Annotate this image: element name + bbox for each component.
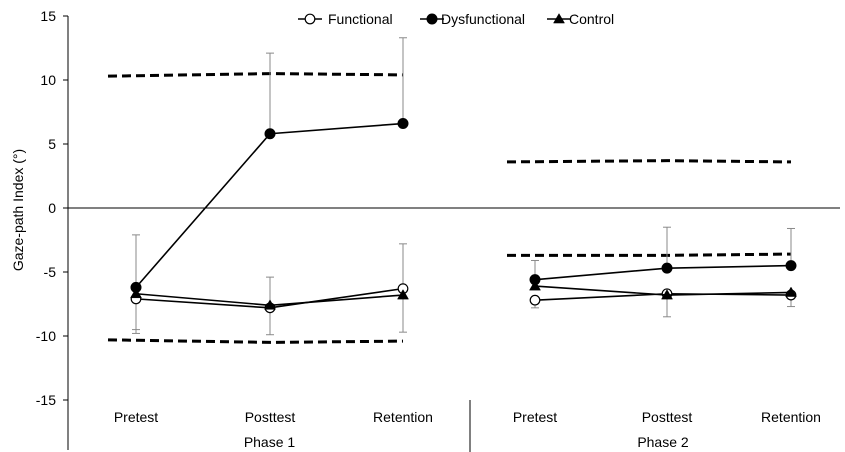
y-tick-label: -15 <box>36 392 56 408</box>
data-point-control <box>397 289 409 300</box>
series-line-dysfunctional <box>135 122 404 288</box>
legend-marker-dysfunctional <box>426 13 438 25</box>
y-tick-label: 15 <box>40 8 56 24</box>
data-point-functional <box>529 294 541 306</box>
data-point-dysfunctional <box>264 128 276 140</box>
legend-marker-control <box>553 13 565 24</box>
legend-marker-functional <box>304 13 316 25</box>
reference-band-upper-line <box>107 72 404 78</box>
y-axis-title: Gaze-path Index (°) <box>10 149 26 271</box>
data-point-control <box>661 289 673 300</box>
phase-label: Phase 1 <box>244 434 296 450</box>
x-tick-label: Pretest <box>114 409 158 425</box>
data-point-dysfunctional <box>661 262 673 274</box>
x-tick-label: Retention <box>761 409 821 425</box>
data-point-control <box>529 280 541 291</box>
legend-label: Control <box>569 11 614 27</box>
reference-band-lower-line <box>507 252 792 257</box>
x-tick-label: Posttest <box>642 409 693 425</box>
x-tick-label: Posttest <box>245 409 296 425</box>
data-point-control <box>785 286 797 297</box>
data-point-dysfunctional <box>785 260 797 272</box>
legend-label: Dysfunctional <box>441 11 525 27</box>
reference-band-lower-line <box>107 338 404 344</box>
legend-label: Functional <box>328 11 393 27</box>
reference-band-upper-line <box>506 159 792 164</box>
x-tick-label: Pretest <box>513 409 557 425</box>
y-tick-label: -10 <box>36 328 56 344</box>
y-tick-label: 0 <box>48 200 56 216</box>
y-tick-label: 5 <box>48 136 56 152</box>
data-point-control <box>264 299 276 310</box>
x-tick-label: Retention <box>373 409 433 425</box>
phase-label: Phase 2 <box>637 434 689 450</box>
data-point-dysfunctional <box>397 118 409 130</box>
y-tick-label: 10 <box>40 72 56 88</box>
data-point-control <box>130 287 142 299</box>
y-tick-label: -5 <box>44 264 57 280</box>
